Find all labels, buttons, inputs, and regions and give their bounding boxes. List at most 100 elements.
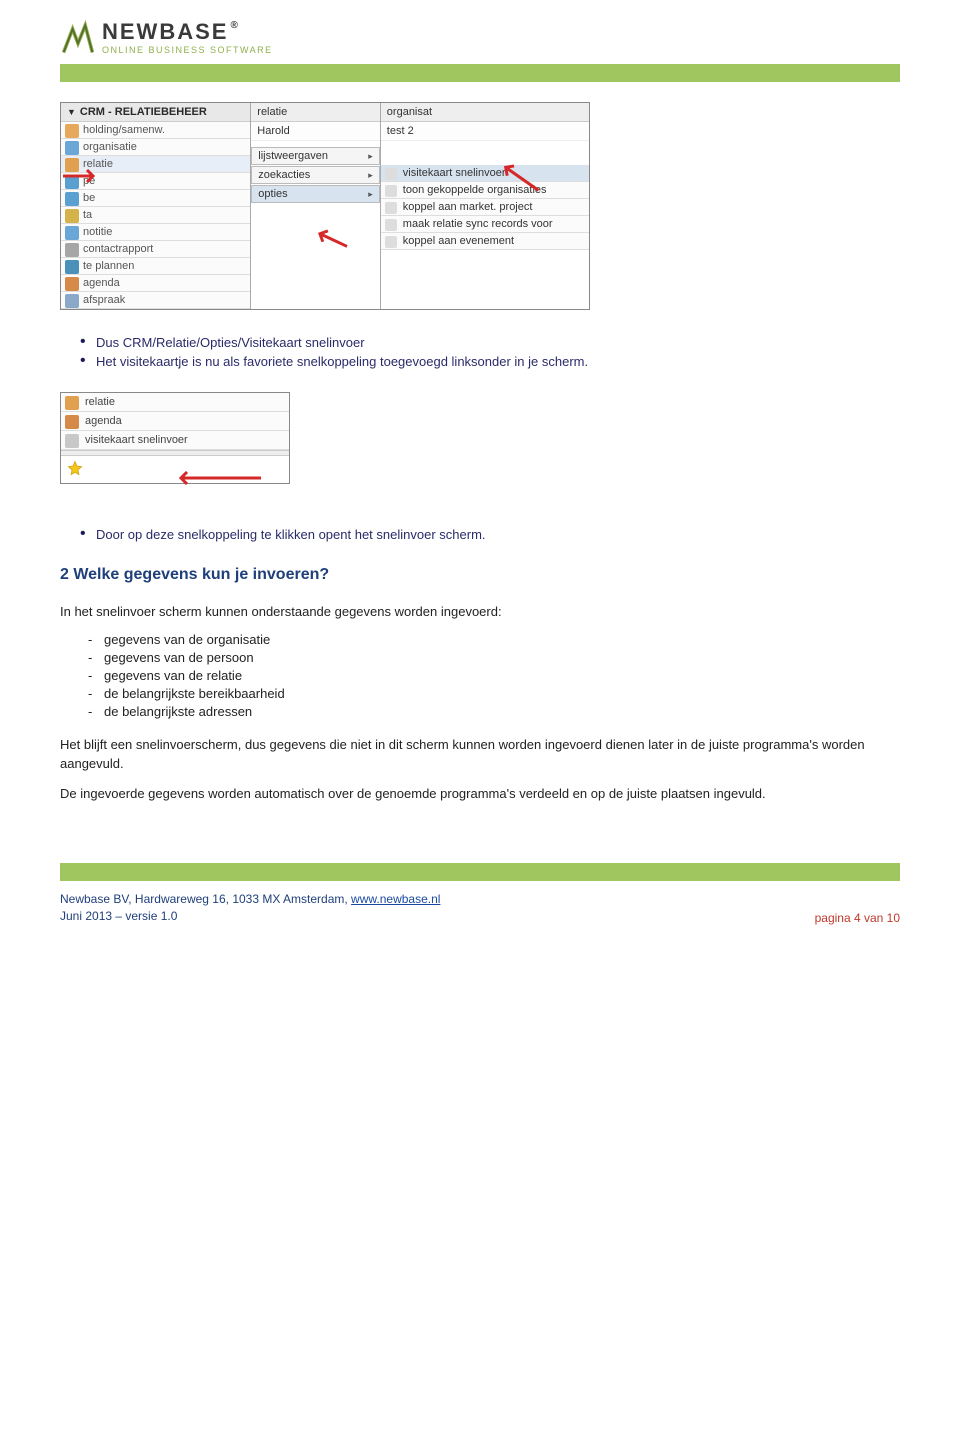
favorite-row[interactable]: visitekaart snelinvoer xyxy=(61,431,289,450)
favorite-row-label: visitekaart snelinvoer xyxy=(85,434,188,446)
section-2-para1: Het blijft een snelinvoerscherm, dus geg… xyxy=(60,735,900,774)
menu-item[interactable]: lijstweergaven ▸ xyxy=(251,147,380,165)
menu-item[interactable]: opties ▸ xyxy=(251,185,380,203)
submenu-item-icon xyxy=(385,168,397,180)
tree-item-label: agenda xyxy=(83,277,120,289)
dash-list-item: gegevens van de relatie xyxy=(88,668,900,683)
screenshot-crm-menu: ▼ CRM - RELATIEBEHEER holding/samenw. org… xyxy=(60,102,590,310)
tree-item[interactable]: notitie xyxy=(61,224,250,241)
section-2-intro: In het snelinvoer scherm kunnen ondersta… xyxy=(60,602,900,622)
submenu-item-icon xyxy=(385,219,397,231)
bullet-list-top: Dus CRM/Relatie/Opties/Visitekaart sneli… xyxy=(80,335,900,369)
favorite-row-label: relatie xyxy=(85,396,115,408)
footer-page-number: pagina 4 van 10 xyxy=(815,911,900,925)
submenu-item-icon xyxy=(385,202,397,214)
section-2-list: gegevens van de organisatiegegevens van … xyxy=(88,632,900,719)
favorite-row-icon xyxy=(65,434,79,448)
tree-item[interactable]: ta xyxy=(61,207,250,224)
star-icon xyxy=(67,460,83,476)
section-2-heading: 2 Welke gegevens kun je invoeren? xyxy=(60,566,900,584)
chevron-right-icon: ▸ xyxy=(368,170,373,181)
submenu-item[interactable]: toon gekoppelde organisaties xyxy=(381,182,589,199)
submenu-item[interactable]: koppel aan evenement xyxy=(381,233,589,250)
header-green-bar xyxy=(60,64,900,82)
logo-mark-icon xyxy=(60,20,96,56)
logo-brand-text: NEWBASE xyxy=(102,21,228,43)
tree-item-icon xyxy=(65,175,79,189)
submenu-item-label: maak relatie sync records voor xyxy=(403,218,553,230)
collapse-triangle-icon[interactable]: ▼ xyxy=(67,107,76,117)
dash-list-item: de belangrijkste adressen xyxy=(88,704,900,719)
context-submenu: visitekaart snelinvoer toon gekoppelde or… xyxy=(381,165,589,250)
submenu-item-label: koppel aan market. project xyxy=(403,201,533,213)
submenu-item-icon xyxy=(385,185,397,197)
col-relatie-cell: Harold xyxy=(251,122,380,141)
submenu-item-label: toon gekoppelde organisaties xyxy=(403,184,547,196)
tree-item-label: te plannen xyxy=(83,260,134,272)
tree-item[interactable]: relatie xyxy=(61,156,250,173)
tree-item[interactable]: holding/samenw. xyxy=(61,122,250,139)
chevron-right-icon: ▸ xyxy=(368,189,373,200)
submenu-item[interactable]: visitekaart snelinvoer xyxy=(381,165,589,182)
bullet-list-mid: Door op deze snelkoppeling te klikken op… xyxy=(80,527,900,542)
tree-item[interactable]: be xyxy=(61,190,250,207)
crm-tree-title: CRM - RELATIEBEHEER xyxy=(80,106,207,118)
screenshot-favorites: relatie agenda visitekaart snelinvoer xyxy=(60,392,290,484)
favorite-row-icon xyxy=(65,415,79,429)
footer-green-bar xyxy=(60,863,900,881)
tree-item[interactable]: pe xyxy=(61,173,250,190)
tree-item-icon xyxy=(65,294,79,308)
logo-registered-icon: ® xyxy=(230,21,239,31)
tree-item-icon xyxy=(65,158,79,172)
tree-item-label: be xyxy=(83,192,95,204)
menu-item[interactable]: zoekacties ▸ xyxy=(251,166,380,184)
bullet-item: Dus CRM/Relatie/Opties/Visitekaart sneli… xyxy=(80,335,900,350)
tree-item[interactable]: agenda xyxy=(61,275,250,292)
submenu-item[interactable]: maak relatie sync records voor xyxy=(381,216,589,233)
tree-item-label: organisatie xyxy=(83,141,137,153)
tree-item[interactable]: te plannen xyxy=(61,258,250,275)
tree-item[interactable]: afspraak xyxy=(61,292,250,309)
tree-item-label: pe xyxy=(83,175,95,187)
logo: NEWBASE ® ONLINE BUSINESS SOFTWARE xyxy=(60,20,900,56)
bullet-item: Door op deze snelkoppeling te klikken op… xyxy=(80,527,900,542)
context-menu: lijstweergaven ▸ zoekacties ▸ opties ▸ xyxy=(251,147,380,204)
page-footer: Newbase BV, Hardwareweg 16, 1033 MX Amst… xyxy=(60,891,900,925)
menu-item-label: opties xyxy=(258,188,287,200)
col-organisatie-header: organisat xyxy=(381,103,589,122)
logo-tagline: ONLINE BUSINESS SOFTWARE xyxy=(102,46,273,55)
menu-item-label: zoekacties xyxy=(258,169,310,181)
footer-address: Newbase BV, Hardwareweg 16, 1033 MX Amst… xyxy=(60,892,351,906)
submenu-item[interactable]: koppel aan market. project xyxy=(381,199,589,216)
tree-item-label: holding/samenw. xyxy=(83,124,165,136)
tree-item-icon xyxy=(65,192,79,206)
favorite-star-row xyxy=(61,456,289,483)
tree-item-icon xyxy=(65,209,79,223)
submenu-item-label: koppel aan evenement xyxy=(403,235,514,247)
tree-item-icon xyxy=(65,277,79,291)
dash-list-item: de belangrijkste bereikbaarheid xyxy=(88,686,900,701)
tree-item[interactable]: organisatie xyxy=(61,139,250,156)
crm-tree: holding/samenw. organisatie relatie pe be ta n… xyxy=(61,122,250,309)
tree-item-label: notitie xyxy=(83,226,112,238)
favorite-row-icon xyxy=(65,396,79,410)
footer-link[interactable]: www.newbase.nl xyxy=(351,892,440,906)
tree-item[interactable]: contactrapport xyxy=(61,241,250,258)
footer-version: Juni 2013 – versie 1.0 xyxy=(60,908,440,925)
dash-list-item: gegevens van de persoon xyxy=(88,650,900,665)
col-relatie-header: relatie xyxy=(251,103,380,122)
favorite-row[interactable]: agenda xyxy=(61,412,289,431)
tree-item-icon xyxy=(65,260,79,274)
bullet-item: Het visitekaartje is nu als favoriete sn… xyxy=(80,354,900,369)
logo-brand: NEWBASE ® xyxy=(102,21,273,43)
favorite-row[interactable]: relatie xyxy=(61,393,289,412)
tree-item-label: contactrapport xyxy=(83,243,153,255)
tree-item-label: ta xyxy=(83,209,92,221)
menu-item-label: lijstweergaven xyxy=(258,150,328,162)
chevron-right-icon: ▸ xyxy=(368,151,373,162)
submenu-item-label: visitekaart snelinvoer xyxy=(403,167,506,179)
tree-item-icon xyxy=(65,243,79,257)
tree-item-icon xyxy=(65,124,79,138)
submenu-item-icon xyxy=(385,236,397,248)
favorite-row-label: agenda xyxy=(85,415,122,427)
